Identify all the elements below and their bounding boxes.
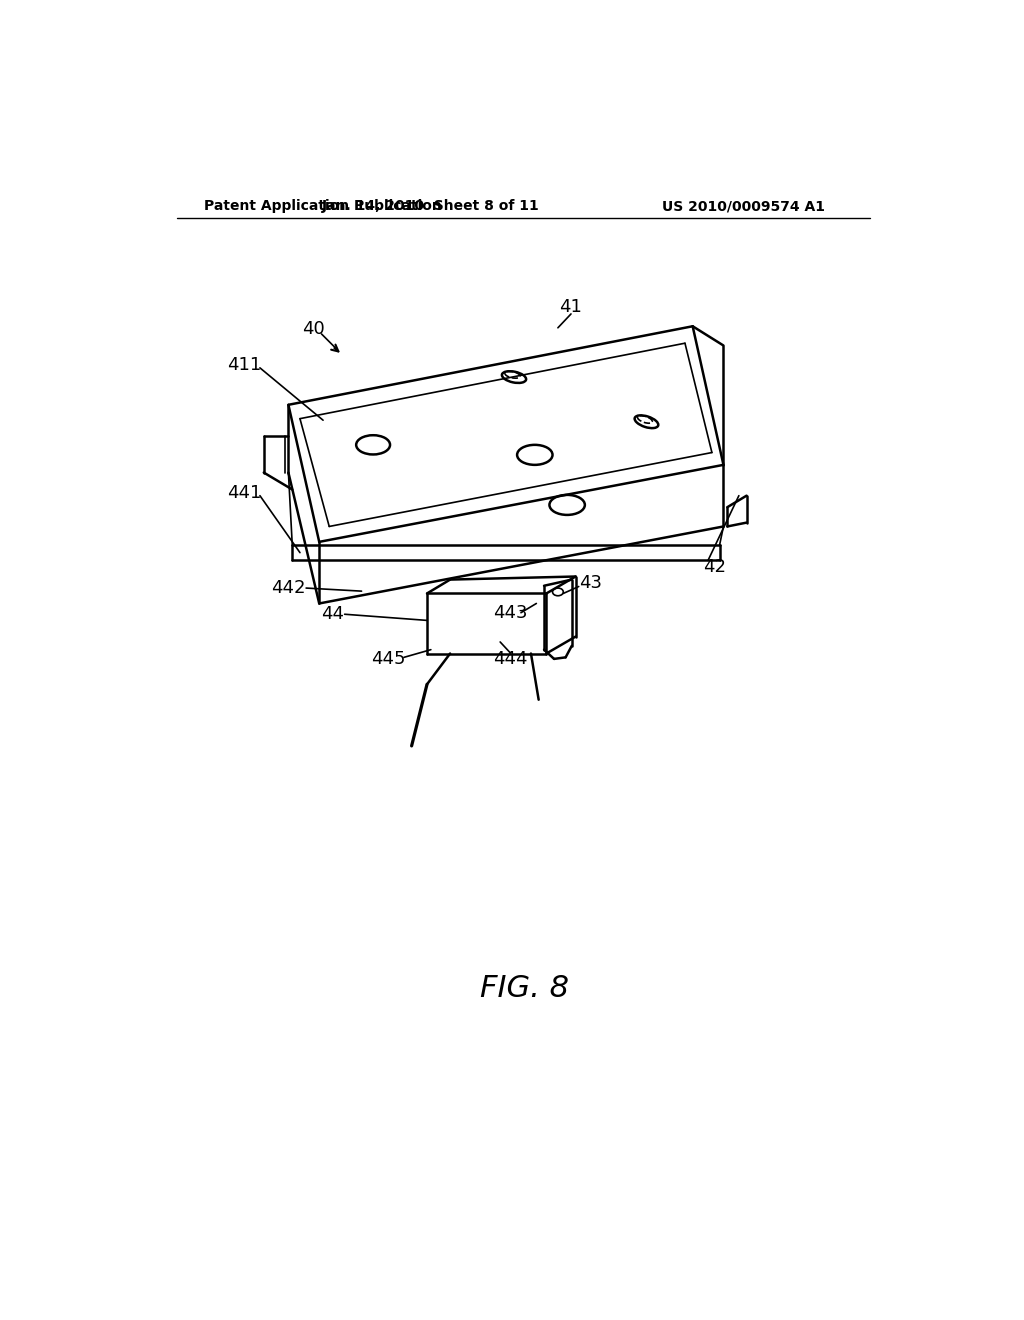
Text: Jan. 14, 2010  Sheet 8 of 11: Jan. 14, 2010 Sheet 8 of 11: [322, 199, 540, 213]
Text: US 2010/0009574 A1: US 2010/0009574 A1: [662, 199, 825, 213]
Text: 44: 44: [321, 606, 344, 623]
Text: 445: 445: [372, 649, 406, 668]
Text: 411: 411: [227, 356, 262, 374]
Text: Patent Application Publication: Patent Application Publication: [204, 199, 441, 213]
Text: 42: 42: [702, 557, 726, 576]
Text: 441: 441: [227, 484, 262, 503]
Text: 442: 442: [271, 579, 305, 597]
Text: FIG. 8: FIG. 8: [480, 974, 569, 1003]
Text: 40: 40: [302, 321, 325, 338]
Text: 444: 444: [493, 649, 527, 668]
Text: 43: 43: [580, 574, 602, 593]
Text: 41: 41: [559, 298, 583, 315]
Text: 443: 443: [493, 603, 527, 622]
